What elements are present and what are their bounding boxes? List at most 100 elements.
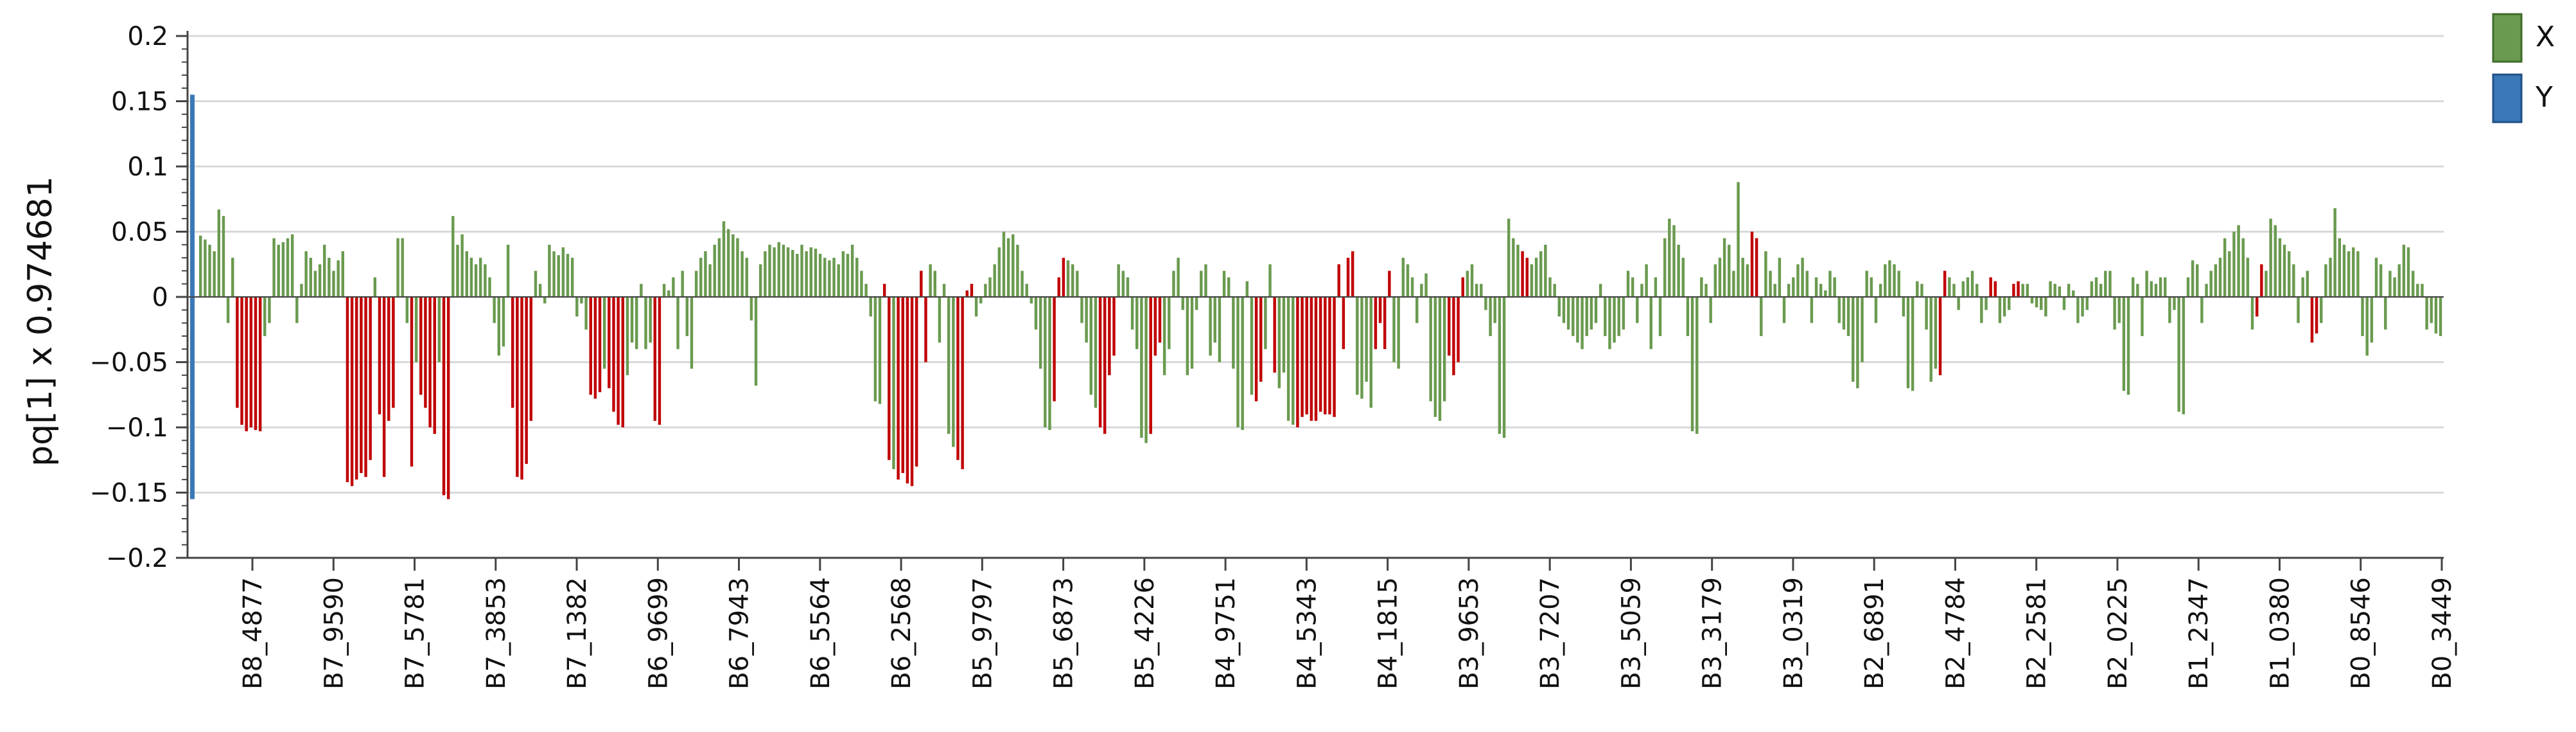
bar-x[interactable] (1658, 297, 1662, 336)
bar-x[interactable] (1162, 297, 1166, 375)
bar-x[interactable] (681, 271, 684, 297)
bar-x[interactable] (1369, 297, 1372, 408)
bar-x[interactable] (1021, 271, 1024, 297)
bar-x[interactable] (346, 297, 349, 483)
bar-x[interactable] (456, 244, 459, 297)
bar-x[interactable] (1525, 258, 1529, 297)
bar-x[interactable] (956, 297, 959, 460)
bar-x[interactable] (373, 277, 377, 297)
bar-x[interactable] (828, 260, 831, 297)
bar-x[interactable] (855, 258, 859, 297)
bar-x[interactable] (1259, 297, 1263, 382)
bar-x[interactable] (846, 254, 850, 297)
bar-x[interactable] (2040, 297, 2043, 310)
bar-x[interactable] (1695, 297, 1699, 434)
bar-x[interactable] (878, 297, 882, 404)
bar-x[interactable] (525, 297, 528, 464)
bar-x[interactable] (1130, 297, 1134, 330)
bar-x[interactable] (1897, 271, 1900, 297)
bar-x[interactable] (1989, 277, 1992, 297)
bar-x[interactable] (1722, 238, 1726, 297)
bar-x[interactable] (984, 283, 987, 297)
bar-x[interactable] (1397, 297, 1400, 369)
bar-x[interactable] (2333, 208, 2336, 297)
bar-x[interactable] (2168, 297, 2171, 323)
bar-x[interactable] (974, 297, 978, 317)
bar-x[interactable] (1186, 297, 1189, 375)
bar-x[interactable] (304, 251, 308, 297)
bar-x[interactable] (1470, 264, 1474, 297)
bar-x[interactable] (245, 297, 248, 432)
bar-x[interactable] (474, 264, 478, 297)
bar-x[interactable] (2246, 258, 2250, 297)
bar-x[interactable] (254, 297, 258, 431)
bar-x[interactable] (2320, 297, 2323, 323)
bar-x[interactable] (837, 264, 840, 297)
bar-x[interactable] (901, 297, 904, 474)
bar-x[interactable] (635, 297, 638, 350)
bar-x[interactable] (1824, 290, 1827, 297)
bar-x[interactable] (502, 297, 505, 347)
bar-x[interactable] (1796, 264, 1800, 297)
bar-x[interactable] (2393, 277, 2396, 297)
bar-x[interactable] (1236, 297, 1240, 427)
bar-x[interactable] (2205, 283, 2208, 297)
bar-x[interactable] (942, 283, 946, 297)
bar-x[interactable] (2081, 297, 2084, 317)
bar-x[interactable] (2072, 290, 2075, 297)
bar-x[interactable] (410, 297, 414, 467)
bar-x[interactable] (970, 283, 974, 297)
bar-x[interactable] (2255, 297, 2259, 317)
bar-x[interactable] (2200, 297, 2204, 323)
bar-x[interactable] (1975, 283, 1979, 297)
bar-x[interactable] (281, 242, 285, 297)
bar-x[interactable] (1144, 297, 1148, 443)
bar-x[interactable] (749, 297, 753, 321)
bar-x[interactable] (997, 247, 1001, 297)
bar-x[interactable] (2402, 244, 2406, 297)
bar-x[interactable] (428, 297, 432, 427)
bar-x[interactable] (1906, 297, 1910, 389)
bar-x[interactable] (612, 297, 615, 412)
bar-x[interactable] (236, 297, 239, 408)
bar-x[interactable] (1053, 297, 1056, 402)
bar-x[interactable] (1980, 297, 1983, 323)
bar-x[interactable] (644, 297, 647, 350)
bar-x[interactable] (396, 238, 399, 297)
bar-x[interactable] (534, 271, 538, 297)
bar-x[interactable] (2315, 297, 2318, 334)
bar-x[interactable] (704, 251, 707, 297)
bar-x[interactable] (387, 297, 390, 421)
bar-x[interactable] (2301, 277, 2304, 297)
bar-x[interactable] (1516, 244, 1520, 297)
bar-x[interactable] (350, 297, 354, 487)
bar-x[interactable] (1534, 258, 1538, 297)
bar-x[interactable] (2117, 297, 2121, 323)
bar-x[interactable] (882, 283, 886, 297)
bar-x[interactable] (869, 297, 872, 317)
bar-x[interactable] (1457, 297, 1460, 362)
bar-x[interactable] (1700, 277, 1703, 297)
bar-x[interactable] (584, 297, 588, 330)
bar-x[interactable] (1227, 277, 1231, 297)
bar-x[interactable] (1636, 297, 1639, 323)
bar-x[interactable] (1168, 297, 1171, 350)
bar-x[interactable] (608, 297, 611, 389)
bar-x[interactable] (2265, 271, 2268, 297)
bar-x[interactable] (437, 297, 441, 362)
bar-x[interactable] (1704, 283, 1708, 297)
bar-x[interactable] (1502, 297, 1506, 438)
bar-x[interactable] (1640, 283, 1643, 297)
bar-x[interactable] (1254, 297, 1258, 402)
bar-x[interactable] (2388, 271, 2392, 297)
bar-x[interactable] (557, 255, 560, 297)
bar-x[interactable] (2324, 264, 2327, 297)
bar-x[interactable] (2241, 238, 2245, 297)
bar-x[interactable] (1071, 264, 1074, 297)
bar-x[interactable] (2411, 271, 2415, 297)
bar-x[interactable] (488, 277, 491, 297)
bar-x[interactable] (2122, 297, 2126, 391)
bar-x[interactable] (1645, 264, 1648, 297)
bar-x[interactable] (1149, 297, 1152, 434)
bar-x[interactable] (2379, 264, 2383, 297)
